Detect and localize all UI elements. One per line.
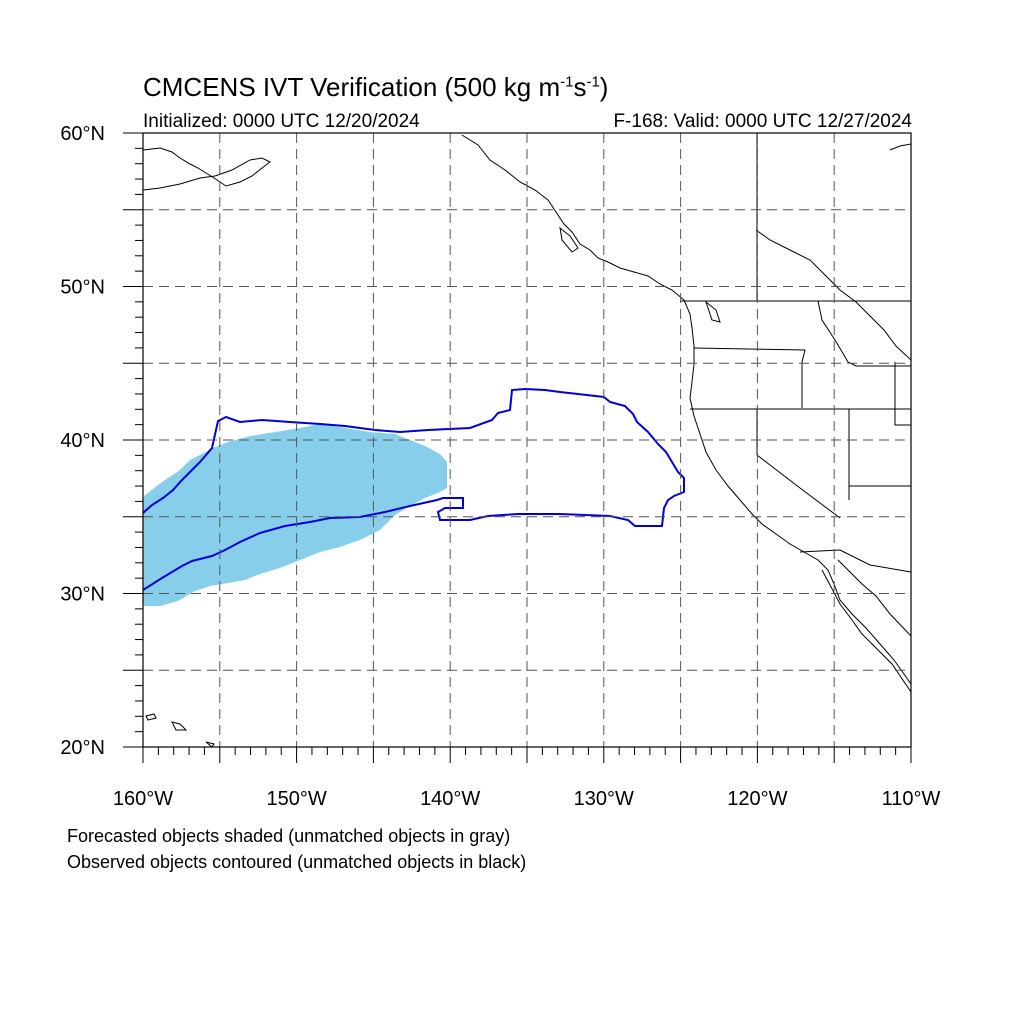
observed-object-contour xyxy=(143,387,685,591)
lon-label: 110°W xyxy=(882,788,941,810)
lon-label: 150°W xyxy=(266,788,326,810)
map-title: CMCENS IVT Verification (500 kg m-1s-1) xyxy=(143,72,609,102)
graticule xyxy=(143,133,911,747)
political-boundaries xyxy=(680,133,911,573)
lon-label: 160°W xyxy=(113,788,173,810)
valid-time: F-168: Valid: 0000 UTC 12/27/2024 xyxy=(613,111,912,132)
lat-label: 50°N xyxy=(60,277,105,299)
lon-label: 130°W xyxy=(574,788,634,810)
lat-label: 30°N xyxy=(60,584,105,606)
lon-label: 120°W xyxy=(727,788,787,810)
forecast-object xyxy=(143,424,447,606)
axis-ticks xyxy=(123,132,912,763)
lon-label: 140°W xyxy=(420,788,480,810)
legend-observed: Observed objects contoured (unmatched ob… xyxy=(67,852,527,872)
latitude-labels: 20°N 30°N 40°N 50°N 60°N xyxy=(60,123,105,759)
initialized-time: Initialized: 0000 UTC 12/20/2024 xyxy=(143,111,420,132)
lat-label: 20°N xyxy=(60,737,105,759)
legend-forecast: Forecasted objects shaded (unmatched obj… xyxy=(67,826,511,846)
coastlines xyxy=(143,134,911,747)
longitude-labels: 160°W 150°W 140°W 130°W 120°W 110°W xyxy=(113,788,941,810)
lat-label: 40°N xyxy=(60,430,105,452)
lat-label: 60°N xyxy=(60,123,105,145)
